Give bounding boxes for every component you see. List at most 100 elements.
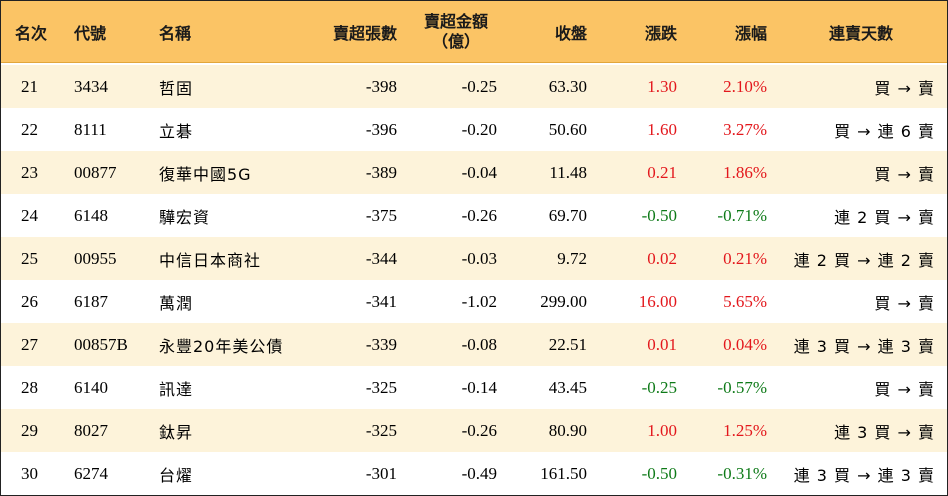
cell-rank: 27: [21, 334, 38, 354]
cell-name: 台燿: [159, 465, 194, 485]
cell-code: 6148: [74, 205, 108, 225]
cell-pct: -0.31%: [717, 463, 767, 483]
cell-code: 8111: [74, 119, 107, 139]
cell-shares: -325: [365, 420, 397, 440]
cell-streak: 連 3 買 → 連 3 賣: [793, 465, 935, 485]
cell-amount: -0.14: [461, 377, 497, 397]
cell-amount: -0.08: [461, 334, 497, 354]
cell-amount: -0.03: [461, 248, 497, 268]
cell-amount: -1.02: [461, 291, 497, 311]
cell-shares: -398: [365, 76, 397, 96]
cell-streak: 買 → 賣: [874, 78, 935, 98]
cell-pct: 2.10%: [723, 76, 767, 96]
cell-streak: 連 2 買 → 連 2 賣: [793, 250, 935, 270]
header-sell-amount: 賣超金額 （億）: [409, 1, 503, 62]
cell-change: 0.01: [647, 334, 677, 354]
cell-close: 299.00: [540, 291, 587, 311]
header-code: 代號: [74, 23, 107, 43]
cell-shares: -396: [365, 119, 397, 139]
cell-name: 鈦昇: [159, 422, 194, 442]
header-sell-amount-label: 賣超金額: [423, 11, 488, 31]
cell-close: 69.70: [548, 205, 587, 225]
cell-streak: 連 3 買 → 連 3 賣: [793, 336, 935, 356]
cell-amount: -0.25: [461, 76, 497, 96]
cell-name: 哲固: [159, 78, 194, 98]
table-header: 名次 代號 名稱 賣超張數 賣超金額 （億） 收盤 漲跌 漲幅 連賣天數: [1, 1, 947, 63]
cell-rank: 25: [21, 248, 38, 268]
cell-pct: 0.21%: [723, 248, 767, 268]
cell-amount: -0.20: [461, 119, 497, 139]
table-row: 22 8111 立碁 -396 -0.20 50.60 1.60 3.27% 買 → 連 6 賣: [1, 108, 947, 151]
cell-change: 1.00: [647, 420, 677, 440]
header-close: 收盤: [554, 23, 587, 43]
cell-streak: 連 3 買 → 賣: [834, 422, 935, 442]
cell-shares: -344: [365, 248, 397, 268]
header-change-pct: 漲幅: [734, 23, 767, 43]
header-name: 名稱: [159, 23, 192, 43]
table-row: 25 00955 中信日本商社 -344 -0.03 9.72 0.02 0.21% 連 2 買…: [1, 237, 947, 280]
table-row: 23 00877 復華中國5G -389 -0.04 11.48 0.21 1.86% 買 → …: [1, 151, 947, 194]
cell-streak: 連 2 買 → 賣: [834, 207, 935, 227]
cell-close: 63.30: [548, 76, 587, 96]
cell-amount: -0.04: [461, 162, 497, 182]
cell-rank: 26: [21, 291, 38, 311]
cell-change: 1.60: [647, 119, 677, 139]
cell-pct: 0.04%: [723, 334, 767, 354]
cell-pct: -0.57%: [717, 377, 767, 397]
cell-close: 11.48: [549, 162, 587, 182]
cell-code: 8027: [74, 420, 108, 440]
cell-close: 50.60: [548, 119, 587, 139]
header-rank: 名次: [15, 23, 48, 43]
cell-pct: 5.65%: [723, 291, 767, 311]
cell-streak: 買 → 連 6 賣: [834, 121, 935, 141]
cell-code: 00955: [74, 248, 117, 268]
cell-close: 9.72: [557, 248, 587, 268]
cell-code: 00857B: [74, 334, 128, 354]
cell-code: 00877: [74, 162, 117, 182]
table-row: 28 6140 訊達 -325 -0.14 43.45 -0.25 -0.57% 買 → 賣: [1, 366, 947, 409]
cell-close: 80.90: [548, 420, 587, 440]
header-sell-shares: 賣超張數: [332, 23, 397, 43]
cell-rank: 29: [21, 420, 38, 440]
cell-streak: 買 → 賣: [874, 293, 935, 313]
cell-shares: -301: [365, 463, 397, 483]
table-row: 29 8027 鈦昇 -325 -0.26 80.90 1.00 1.25% 連 3 買 → 賣: [1, 409, 947, 452]
cell-shares: -341: [365, 291, 397, 311]
cell-code: 3434: [74, 76, 108, 96]
cell-amount: -0.26: [461, 205, 497, 225]
cell-close: 22.51: [548, 334, 587, 354]
cell-rank: 30: [21, 463, 38, 483]
cell-name: 訊達: [159, 379, 194, 399]
cell-name: 萬潤: [159, 293, 194, 313]
cell-amount: -0.49: [461, 463, 497, 483]
cell-change: 0.02: [647, 248, 677, 268]
cell-streak: 買 → 賣: [874, 164, 935, 184]
header-sell-amount-unit: （億）: [431, 31, 480, 51]
cell-rank: 21: [21, 76, 38, 96]
cell-pct: 1.25%: [723, 420, 767, 440]
cell-close: 43.45: [548, 377, 587, 397]
cell-shares: -389: [365, 162, 397, 182]
cell-code: 6274: [74, 463, 108, 483]
cell-streak: 買 → 賣: [874, 379, 935, 399]
cell-pct: -0.71%: [717, 205, 767, 225]
cell-rank: 23: [21, 162, 38, 182]
cell-code: 6140: [74, 377, 108, 397]
cell-change: 1.30: [647, 76, 677, 96]
cell-code: 6187: [74, 291, 108, 311]
header-change: 漲跌: [644, 23, 677, 43]
cell-change: -0.50: [641, 463, 677, 483]
cell-name: 永豐20年美公債: [159, 336, 284, 356]
table-row: 26 6187 萬潤 -341 -1.02 299.00 16.00 5.65% 買 → 賣: [1, 280, 947, 323]
cell-name: 復華中國5G: [159, 164, 252, 184]
table-row: 24 6148 驊宏資 -375 -0.26 69.70 -0.50 -0.71% 連 2 買 …: [1, 194, 947, 237]
header-sell-streak: 連賣天數: [828, 23, 893, 43]
cell-name: 立碁: [159, 121, 194, 141]
cell-amount: -0.26: [461, 420, 497, 440]
table-row: 21 3434 哲固 -398 -0.25 63.30 1.30 2.10% 買 → 賣: [1, 65, 947, 108]
cell-close: 161.50: [540, 463, 587, 483]
cell-change: 16.00: [638, 291, 677, 311]
cell-shares: -325: [365, 377, 397, 397]
cell-change: -0.50: [641, 205, 677, 225]
